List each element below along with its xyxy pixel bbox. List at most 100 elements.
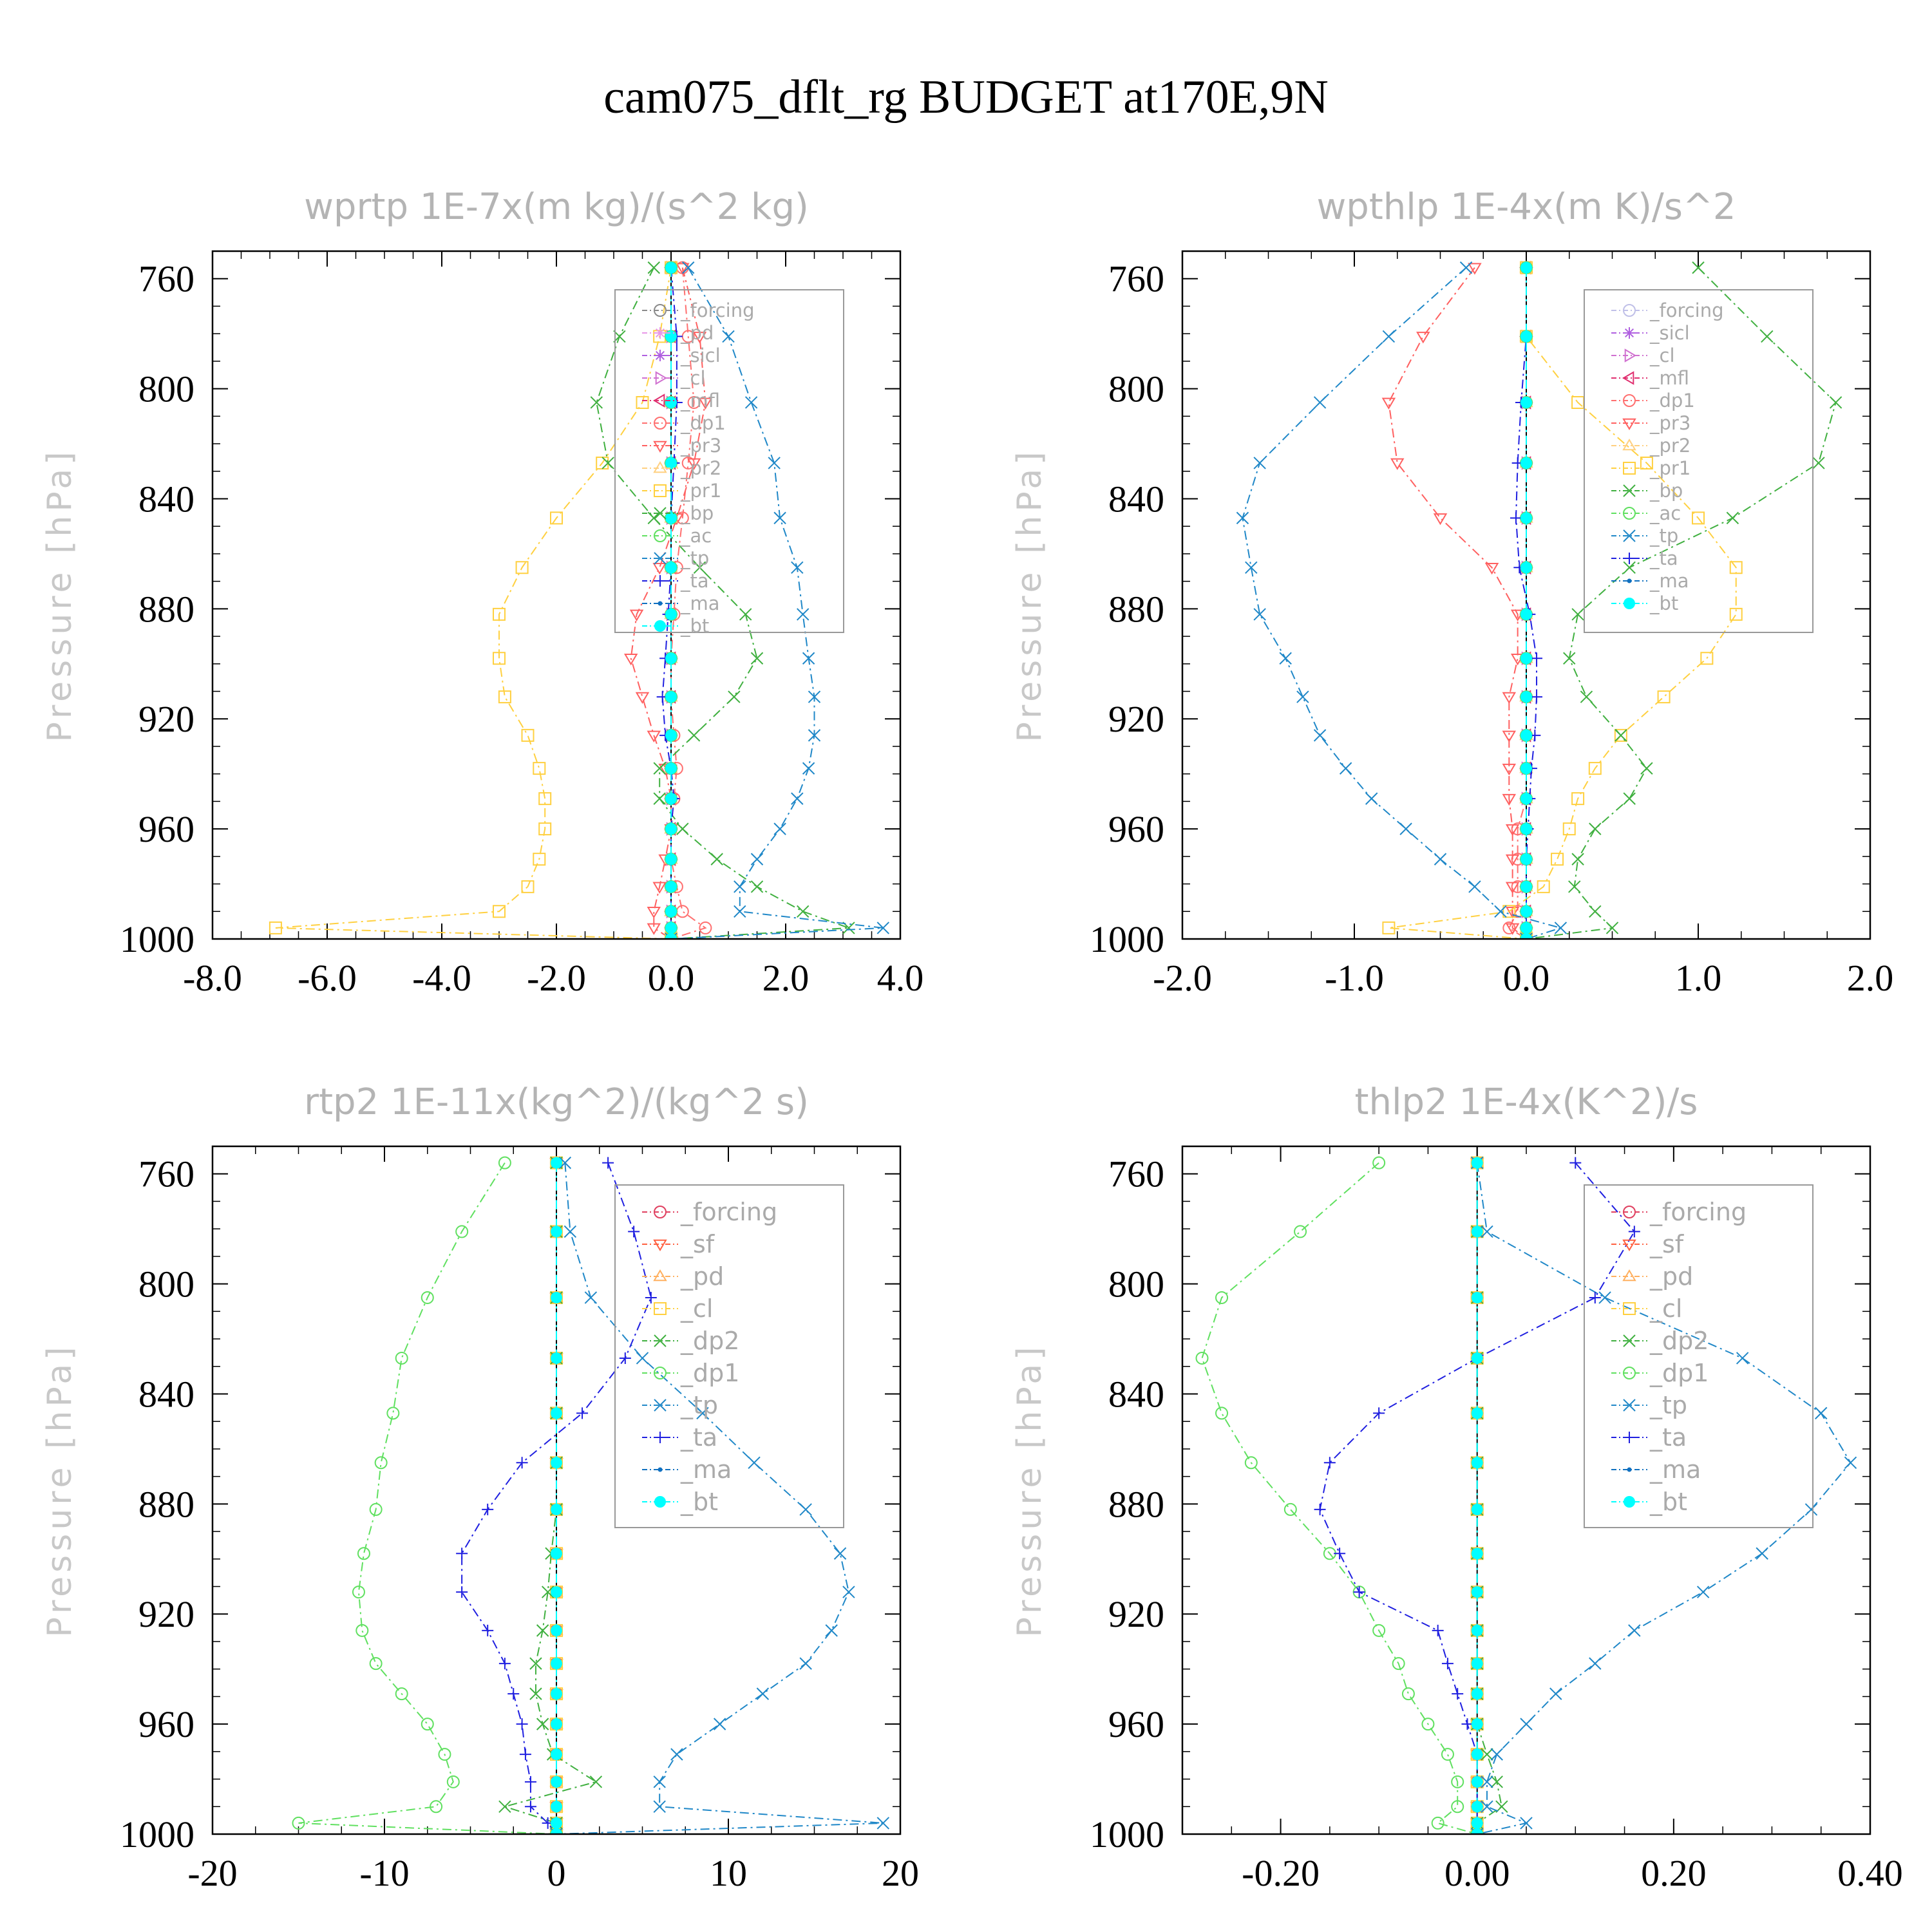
- legend-marker: [1622, 418, 1636, 430]
- data-point_pr3: [1381, 397, 1396, 410]
- data-point_bt: [551, 1624, 562, 1636]
- data-point_bt: [1471, 1624, 1483, 1636]
- legend: _forcing _sf _pd _cl _dp2 _dp1 _tp _ta _ma _bt: [1584, 1184, 1814, 1528]
- y-tick-label: 760: [138, 1153, 194, 1195]
- legend-marker: [1627, 578, 1632, 583]
- data-point_pr3: [676, 263, 690, 275]
- y-tick-label: 920: [138, 1593, 194, 1635]
- data-point_bp: [1568, 880, 1581, 893]
- data-point_tp: [564, 1225, 577, 1238]
- data-point_bp: [647, 261, 661, 274]
- legend-marker: [654, 350, 666, 361]
- data-point_dp1: [1441, 1748, 1454, 1761]
- data-point_ta: [516, 1718, 528, 1730]
- data-point_ta: [1628, 1226, 1640, 1238]
- data-point_pr1: [533, 853, 546, 866]
- data-point_bt: [551, 1407, 562, 1419]
- data-point_bt: [1520, 396, 1532, 408]
- data-point_bp: [739, 608, 752, 621]
- data-point_dp1: [1294, 1225, 1307, 1238]
- series-line_pr3: [1388, 267, 1527, 939]
- data-point_pr1: [521, 728, 535, 742]
- data-point_bt: [665, 823, 677, 835]
- data-point_pr1: [1588, 762, 1602, 775]
- data-point_bt: [1520, 330, 1532, 343]
- data-point_bt: [1520, 762, 1532, 775]
- legend-label: _ta: [1649, 1423, 1687, 1452]
- legend-marker: [653, 393, 665, 408]
- data-point_bt: [665, 261, 677, 274]
- data-point_bt: [1520, 691, 1532, 703]
- data-point_tp: [750, 853, 764, 866]
- data-point_cl: [550, 1687, 563, 1701]
- y-tick-label: 960: [138, 1703, 194, 1745]
- data-point_bt: [551, 1457, 562, 1469]
- legend-marker: [1623, 1399, 1636, 1412]
- data-point_bp: [1829, 396, 1842, 409]
- data-point_bt: [551, 1801, 562, 1813]
- data-point_pr3: [1505, 882, 1520, 894]
- data-point_bp: [1571, 853, 1584, 866]
- data-point_tp: [1598, 1291, 1611, 1304]
- legend-label: _tp: [1649, 1391, 1687, 1419]
- data-point_pr1: [1571, 792, 1585, 806]
- data-point_ta: [524, 1801, 536, 1813]
- legend: _forcing_sicl_cl_mfl_dp1_pr3_pr2_pr1_bp_…: [1584, 289, 1814, 633]
- data-point_tp: [1844, 1456, 1857, 1469]
- data-point_pr1: [521, 880, 535, 893]
- legend-label: _pr1: [1649, 457, 1690, 479]
- legend-marker: [654, 552, 667, 565]
- data-point_bp: [676, 822, 689, 835]
- data-point_dp1: [430, 1800, 443, 1814]
- data-point_pr1: [1692, 511, 1705, 525]
- data-point_pr3: [698, 397, 713, 410]
- series-line_dp1: [298, 1162, 557, 1834]
- data-point_ta: [1589, 1291, 1601, 1303]
- data-point_dp1: [676, 905, 689, 918]
- legend-label: _pd: [1649, 1262, 1693, 1291]
- legend-label: _pd: [680, 1262, 724, 1291]
- data-point_bt: [1520, 562, 1532, 574]
- data-point_tp: [1736, 1352, 1749, 1365]
- data-point_tp: [1313, 729, 1327, 742]
- data-point_tp: [670, 1748, 683, 1761]
- data-point_bp: [1589, 822, 1602, 835]
- data-point_ta: [1569, 1157, 1582, 1169]
- series-line_tp: [1476, 1162, 1852, 1834]
- x-tick-label: 20: [882, 1852, 919, 1894]
- legend-label: _forcing: [680, 1198, 777, 1226]
- data-point_dp2: [536, 1624, 549, 1637]
- y-axis-label: Pressure [hPa]: [1010, 1343, 1049, 1638]
- chart-panel-4: thlp2 1E-4x(K^2)/s Pressure [hPa] -0.20 0.0…: [1010, 1081, 1903, 1894]
- y-tick-label: 800: [1108, 1264, 1164, 1305]
- data-point_pr1: [498, 690, 511, 704]
- y-tick-label: 880: [1108, 1483, 1164, 1525]
- legend-label: _dp1: [1649, 390, 1695, 412]
- x-tick-label: 2.0: [1847, 957, 1894, 999]
- legend-marker: [1624, 553, 1635, 564]
- data-point_dp1: [1215, 1406, 1229, 1420]
- data-point_bt: [665, 793, 677, 805]
- data-point_tp: [799, 1657, 812, 1670]
- legend-label: _forcing: [1649, 1198, 1747, 1226]
- legend-label: _pr1: [680, 480, 721, 502]
- legend-marker: [1624, 1496, 1635, 1508]
- data-point_cl: [550, 1775, 563, 1788]
- series-line_pr1: [1388, 267, 1737, 939]
- data-point_dp1: [395, 1351, 408, 1365]
- x-tick-label: -8.0: [183, 957, 242, 999]
- data-point_bt: [551, 1718, 562, 1730]
- data-point_tp: [1815, 1406, 1828, 1420]
- data-point_pr3: [1505, 854, 1520, 867]
- data-point_tp: [799, 1503, 812, 1516]
- legend-marker: [654, 1496, 666, 1508]
- data-point_dp1: [386, 1406, 400, 1420]
- legend-label: _bp: [680, 502, 714, 524]
- series-line_bp: [596, 267, 849, 939]
- series-line_dp1: [670, 267, 707, 939]
- legend-marker: [1624, 327, 1635, 339]
- data-point_tp: [1253, 608, 1266, 621]
- y-tick-label: 800: [138, 1264, 194, 1305]
- data-point_bt: [551, 1157, 562, 1169]
- data-point_tp: [681, 261, 695, 274]
